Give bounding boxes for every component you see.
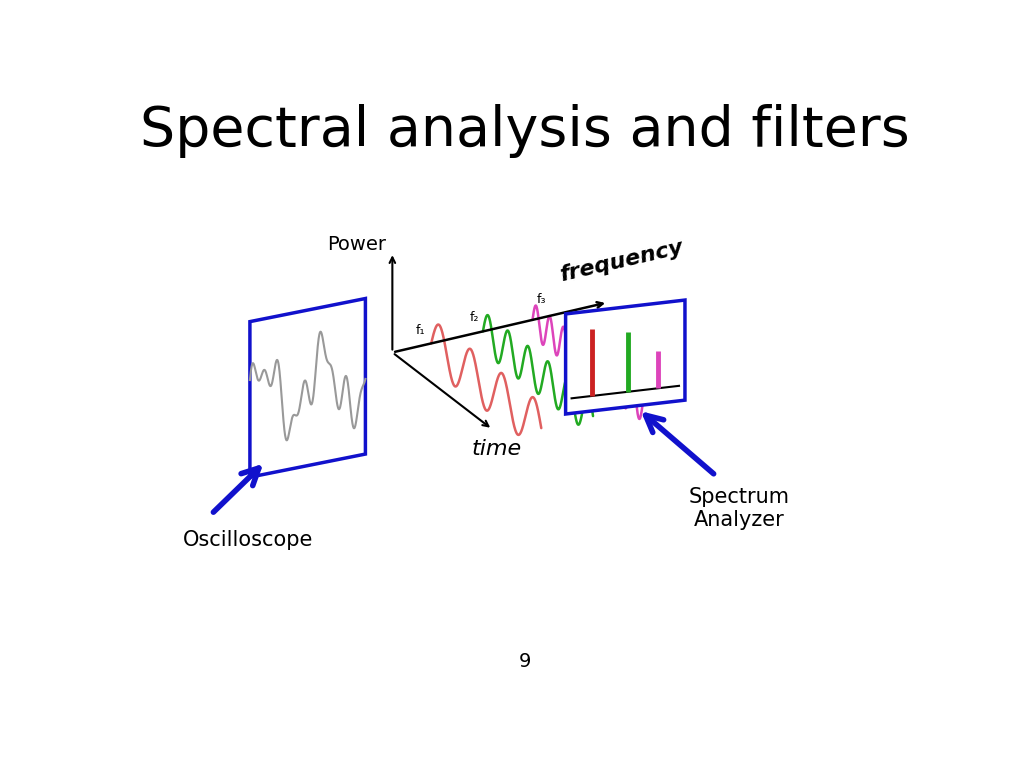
Text: time: time <box>471 439 521 458</box>
Text: f₃: f₃ <box>537 293 546 306</box>
Polygon shape <box>250 299 366 477</box>
Polygon shape <box>565 300 685 414</box>
Text: f₁: f₁ <box>416 324 425 337</box>
Text: Oscilloscope: Oscilloscope <box>183 529 313 550</box>
Text: Spectral analysis and filters: Spectral analysis and filters <box>140 104 909 157</box>
Text: 9: 9 <box>518 653 531 671</box>
Text: Power: Power <box>328 235 386 254</box>
Text: f₂: f₂ <box>470 311 479 323</box>
Text: frequency: frequency <box>558 237 686 286</box>
Text: Spectrum
Analyzer: Spectrum Analyzer <box>688 487 790 531</box>
